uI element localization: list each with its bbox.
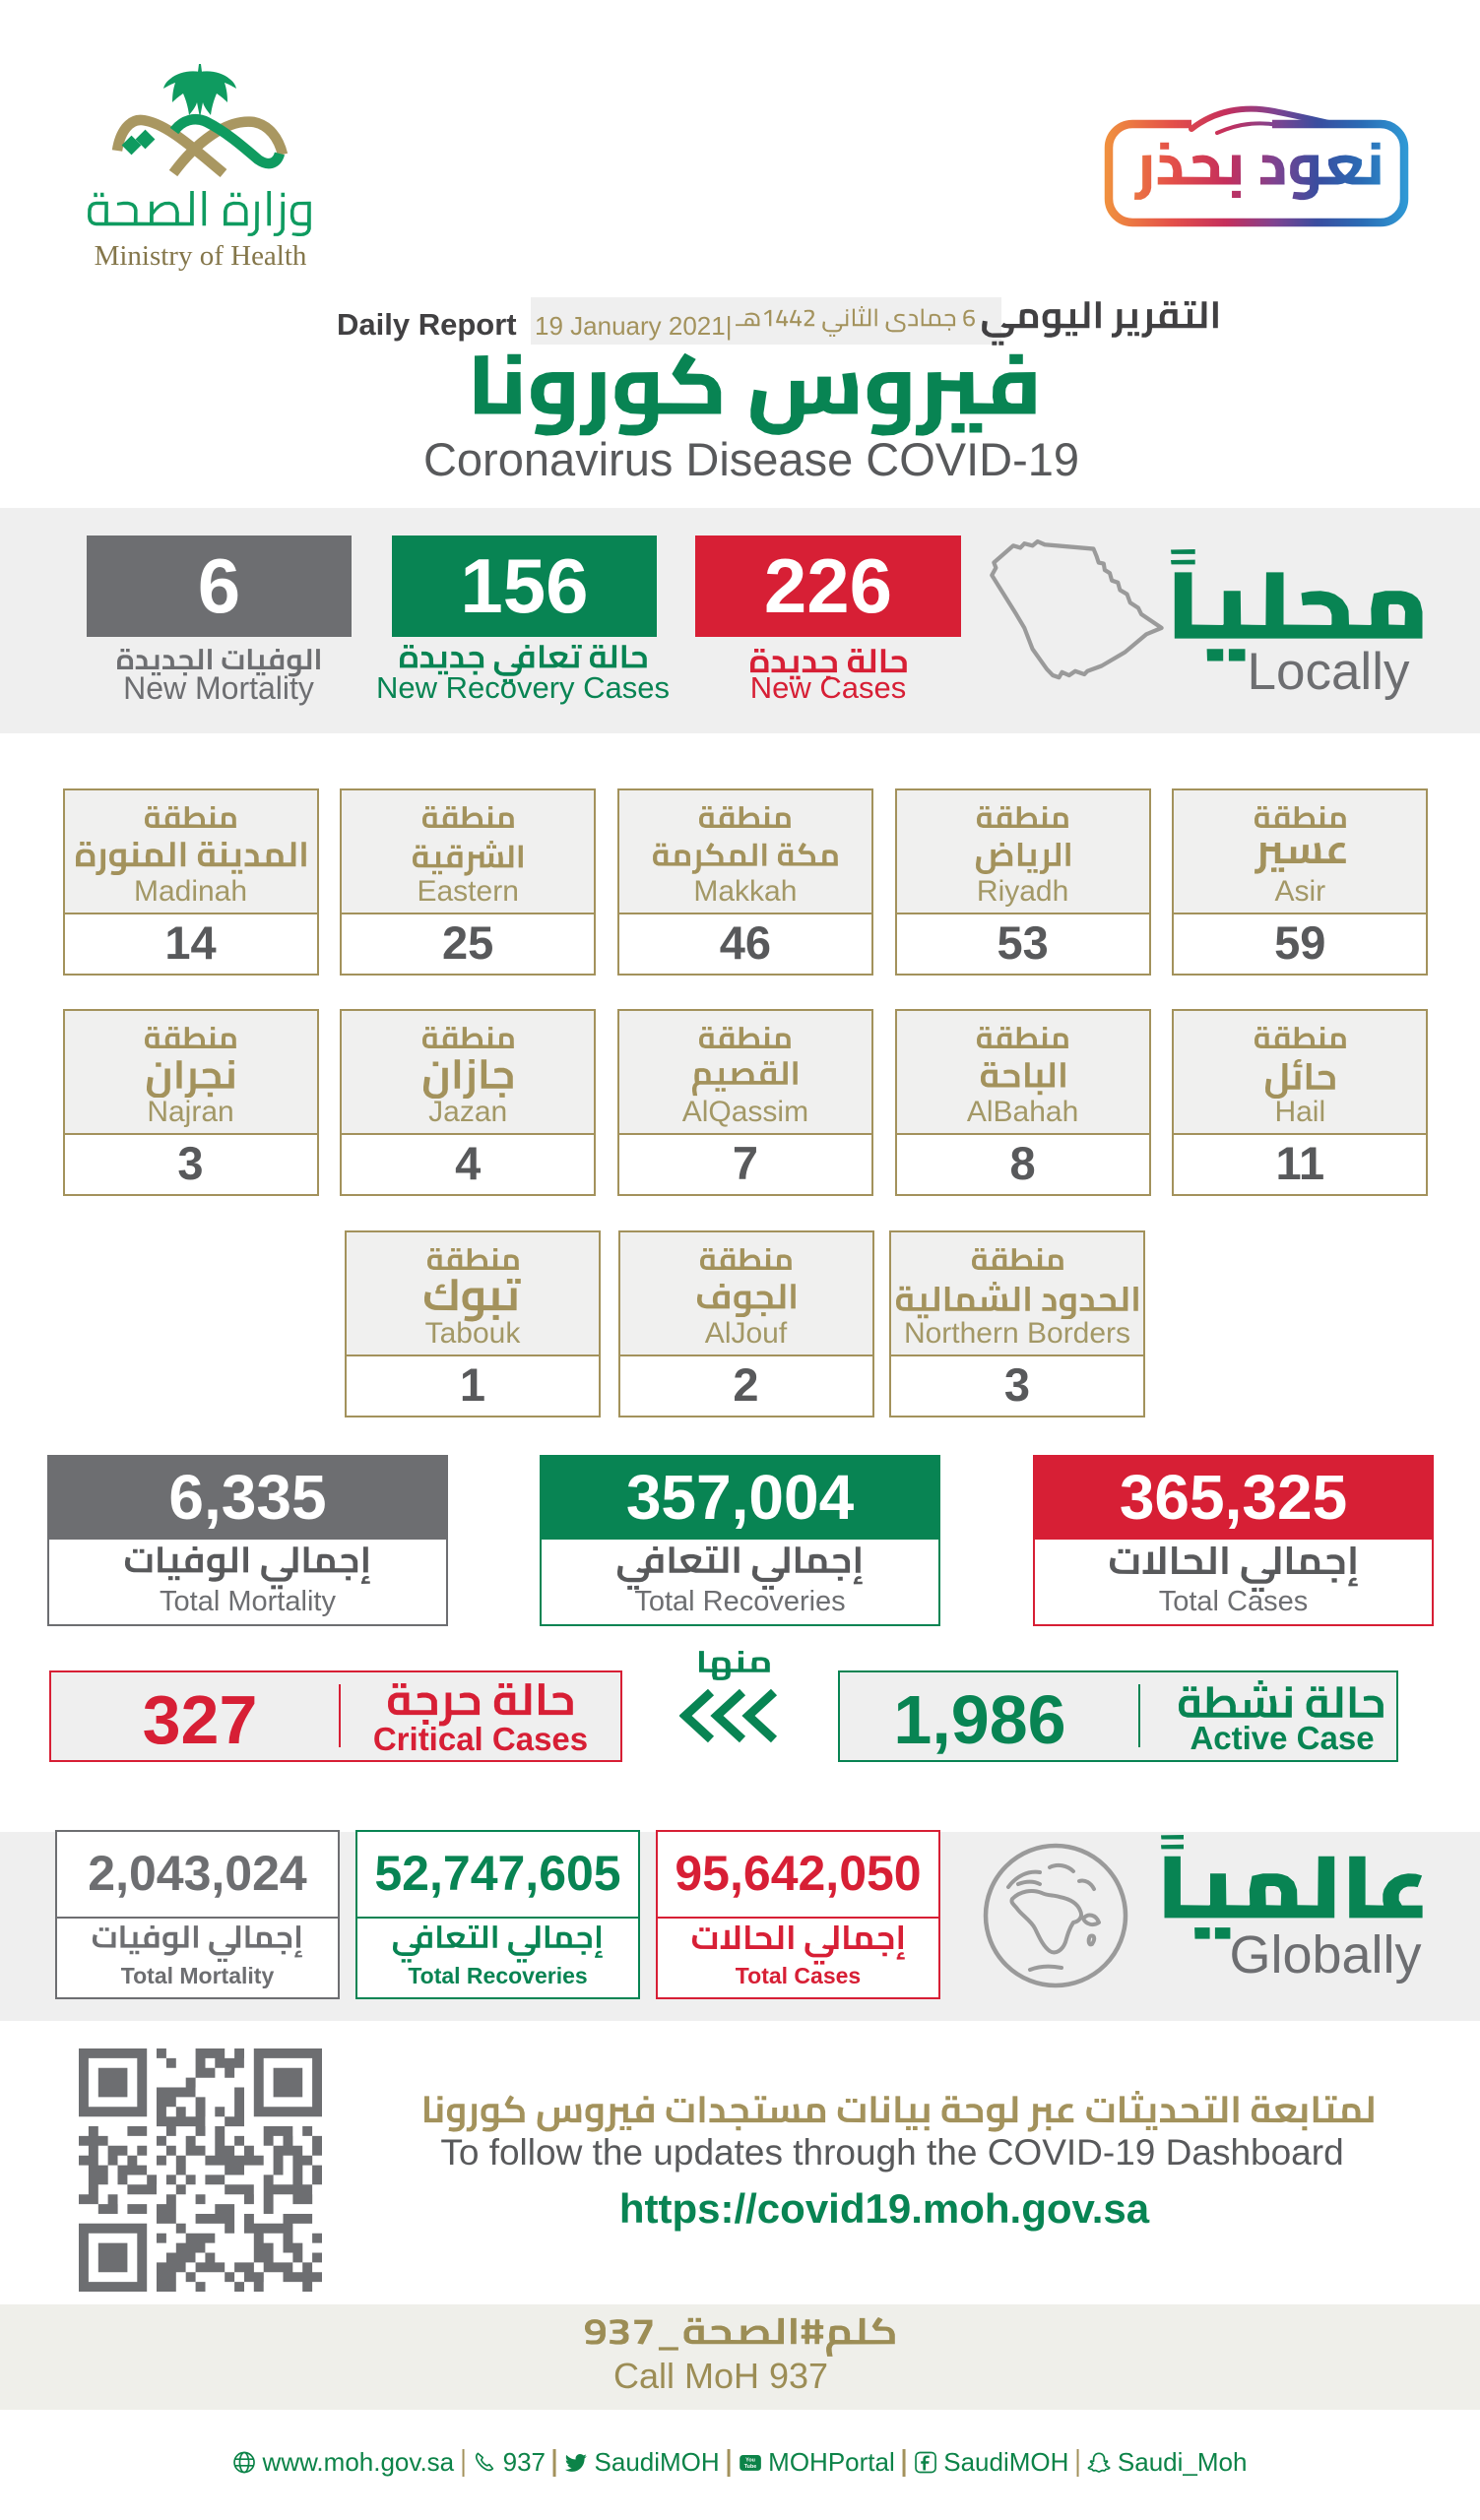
svg-text:You: You bbox=[745, 2457, 755, 2463]
svg-text:Tube: Tube bbox=[743, 2464, 756, 2470]
